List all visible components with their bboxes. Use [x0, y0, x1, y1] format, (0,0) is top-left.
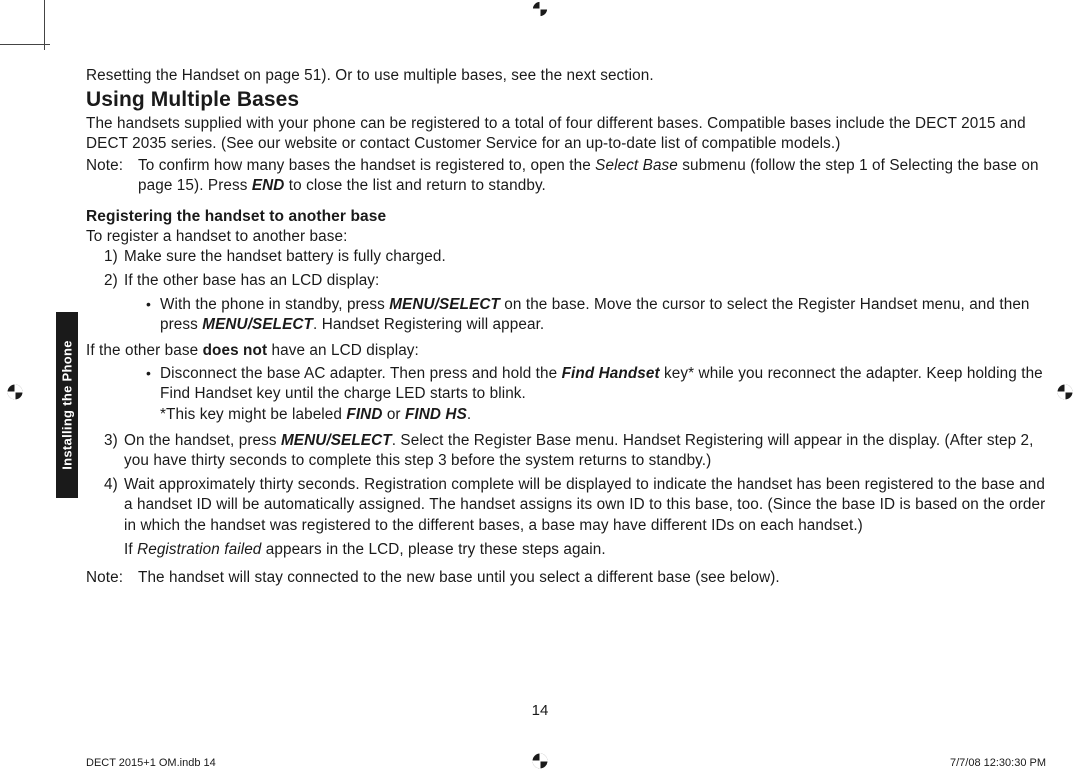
step-2: 2)If the other base has an LCD display: …: [104, 271, 1046, 335]
page-number: 14: [0, 702, 1080, 719]
page-body: Resetting the Handset on page 51). Or to…: [86, 66, 1046, 726]
subheading-registering: Registering the handset to another base: [86, 207, 1046, 227]
note-label: Note:: [86, 156, 138, 196]
registration-mark-icon: [531, 0, 549, 18]
continuation-text: Resetting the Handset on page 51). Or to…: [86, 66, 1046, 86]
lead-text: To register a handset to another base:: [86, 227, 1046, 247]
section-tab-label: Installing the Phone: [60, 340, 75, 470]
registration-mark-icon: [6, 383, 24, 401]
registration-mark-icon: [1056, 383, 1074, 401]
heading-using-multiple-bases: Using Multiple Bases: [86, 86, 1046, 114]
crop-mark: [0, 44, 50, 45]
no-lcd-bullets: Disconnect the base AC adapter. Then pre…: [86, 364, 1046, 425]
footer-timestamp: 7/7/08 12:30:30 PM: [950, 757, 1046, 769]
step-3: 3) On the handset, press MENU/SELECT. Se…: [104, 431, 1046, 471]
note-label: Note:: [86, 568, 138, 588]
bullet-lcd-yes: With the phone in standby, press MENU/SE…: [146, 295, 1046, 335]
condition-no-lcd: If the other base does not have an LCD d…: [86, 341, 1046, 361]
note-body: To confirm how many bases the handset is…: [138, 156, 1046, 196]
step-2-bullets: With the phone in standby, press MENU/SE…: [124, 295, 1046, 335]
footer-filename: DECT 2015+1 OM.indb 14: [86, 757, 216, 769]
note-1: Note: To confirm how many bases the hand…: [86, 156, 1046, 196]
registration-failed-note: If Registration failed appears in the LC…: [124, 540, 1046, 560]
steps-list: 1)Make sure the handset battery is fully…: [86, 247, 1046, 335]
step-1: 1)Make sure the handset battery is fully…: [104, 247, 1046, 267]
bullet-lcd-no: Disconnect the base AC adapter. Then pre…: [146, 364, 1046, 425]
note-body: The handset will stay connected to the n…: [138, 568, 1046, 588]
intro-paragraph: The handsets supplied with your phone ca…: [86, 114, 1046, 154]
note-2: Note: The handset will stay connected to…: [86, 568, 1046, 588]
registration-mark-icon: [531, 752, 549, 770]
step-4: 4)Wait approximately thirty seconds. Reg…: [104, 475, 1046, 560]
crop-mark: [44, 0, 45, 50]
steps-list-cont: 3) On the handset, press MENU/SELECT. Se…: [86, 431, 1046, 560]
section-tab: Installing the Phone: [56, 312, 78, 498]
